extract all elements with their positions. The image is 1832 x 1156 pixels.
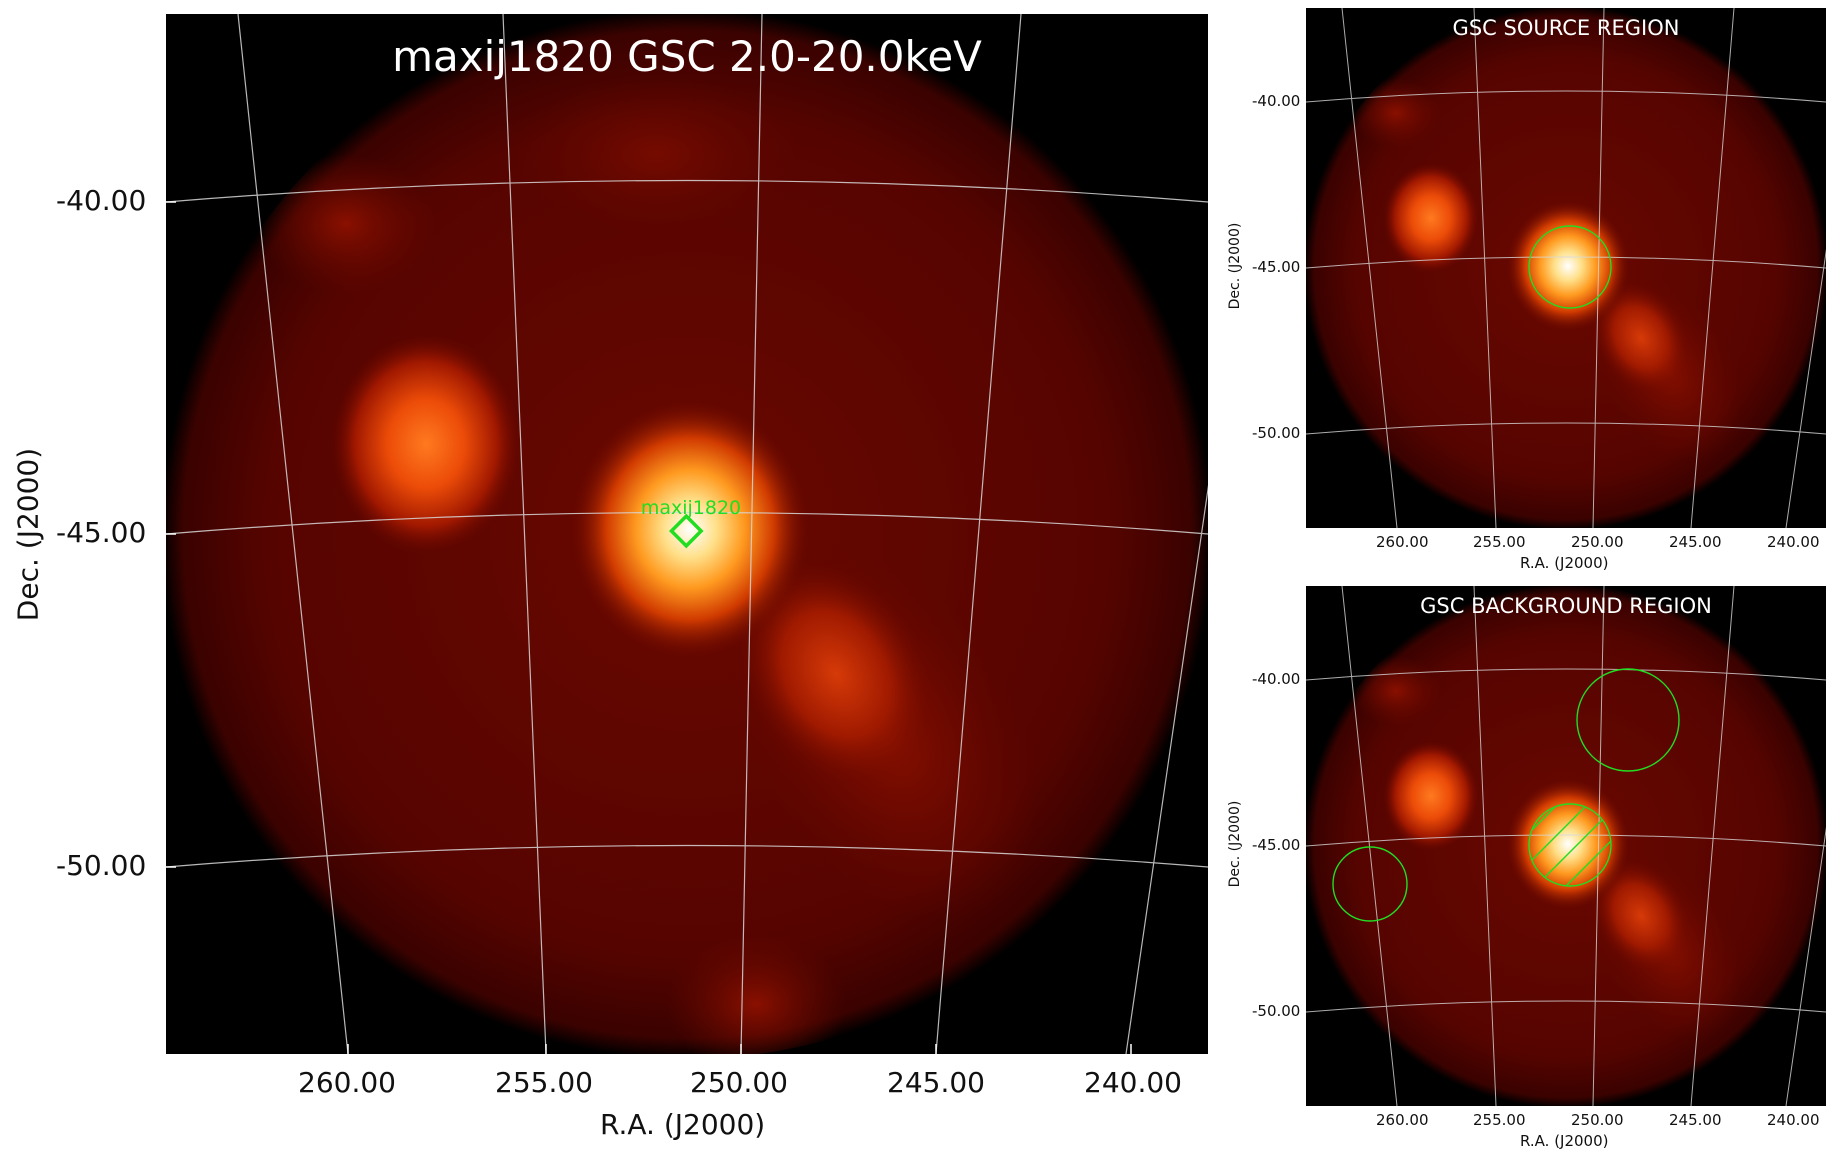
y-tick-label: -45.00	[56, 516, 147, 549]
source-panel-title: GSC SOURCE REGION	[1452, 16, 1680, 40]
y-tick-label: -50.00	[1252, 1002, 1301, 1020]
x-tick-label: 260.00	[1376, 533, 1429, 551]
faint-blob	[256, 154, 436, 294]
x-tick-label: 255.00	[1473, 1111, 1526, 1129]
y-tick-label: -40.00	[1252, 670, 1301, 688]
x-tick-label: 240.00	[1767, 1111, 1820, 1129]
source-marker-label: maxij1820	[640, 497, 742, 519]
background-region-circle-left[interactable]	[1332, 846, 1408, 922]
x-tick-label: 260.00	[1376, 1111, 1429, 1129]
y-tick-label: -45.00	[1252, 836, 1301, 854]
background-region-circle-top[interactable]	[1576, 668, 1680, 772]
coordinate-grid	[1306, 586, 1826, 1106]
y-tick-label: -45.00	[1252, 258, 1301, 276]
x-axis-label: R.A. (J2000)	[600, 1108, 766, 1141]
excluded-source-circle[interactable]	[1528, 803, 1612, 887]
x-axis-label: R.A. (J2000)	[1520, 1132, 1609, 1150]
bright-source-left	[1383, 741, 1479, 851]
main-sky-svg	[166, 14, 1208, 1054]
x-tick-label: 250.00	[1571, 533, 1624, 551]
target-source-glow	[570, 399, 810, 659]
x-tick-label: 245.00	[887, 1066, 985, 1099]
faint-blob	[1351, 78, 1441, 148]
x-axis-label: R.A. (J2000)	[1520, 554, 1609, 572]
coordinate-grid	[166, 14, 1208, 1054]
x-tick-label: 260.00	[298, 1066, 396, 1099]
faint-blob	[516, 74, 796, 234]
source-lower-right	[1591, 859, 1691, 973]
y-tick-label: -40.00	[1252, 92, 1301, 110]
x-tick-label: 245.00	[1669, 1111, 1722, 1129]
source-region-image: GSC SOURCE REGION	[1306, 8, 1826, 528]
background-region-image: GSC BACKGROUND REGION	[1306, 586, 1826, 1106]
source-lower-right	[1591, 281, 1691, 395]
source-sky-svg	[1306, 8, 1826, 528]
x-tick-label: 240.00	[1084, 1066, 1182, 1099]
bright-source-left	[1383, 163, 1479, 273]
x-tick-label: 245.00	[1669, 533, 1722, 551]
y-axis-label: Dec. (J2000)	[1227, 800, 1243, 888]
x-tick-label: 240.00	[1767, 533, 1820, 551]
source-lower-right	[737, 560, 935, 788]
x-tick-label: 250.00	[1571, 1111, 1624, 1129]
faint-blob	[1351, 656, 1441, 726]
y-tick-label: -50.00	[1252, 424, 1301, 442]
y-tick-label: -40.00	[56, 184, 147, 217]
coordinate-grid	[1306, 8, 1826, 528]
source-marker-diamond[interactable]	[668, 513, 704, 549]
background-panel-title: GSC BACKGROUND REGION	[1420, 594, 1712, 618]
x-tick-label: 255.00	[1473, 533, 1526, 551]
bright-source-left	[331, 334, 521, 554]
y-axis-label: Dec. (J2000)	[11, 447, 45, 622]
y-axis-label: Dec. (J2000)	[1227, 222, 1243, 310]
y-tick-label: -50.00	[56, 849, 147, 882]
axis-ticks	[166, 201, 1132, 1054]
x-tick-label: 250.00	[690, 1066, 788, 1099]
source-region-circle[interactable]	[1528, 225, 1612, 309]
main-title: maxij1820 GSC 2.0-20.0keV	[392, 32, 982, 81]
main-sky-image: maxij1820 GSC 2.0-20.0keV maxij1820	[166, 14, 1208, 1054]
x-tick-label: 255.00	[495, 1066, 593, 1099]
faint-blob	[666, 934, 846, 1054]
background-sky-svg	[1306, 586, 1826, 1106]
